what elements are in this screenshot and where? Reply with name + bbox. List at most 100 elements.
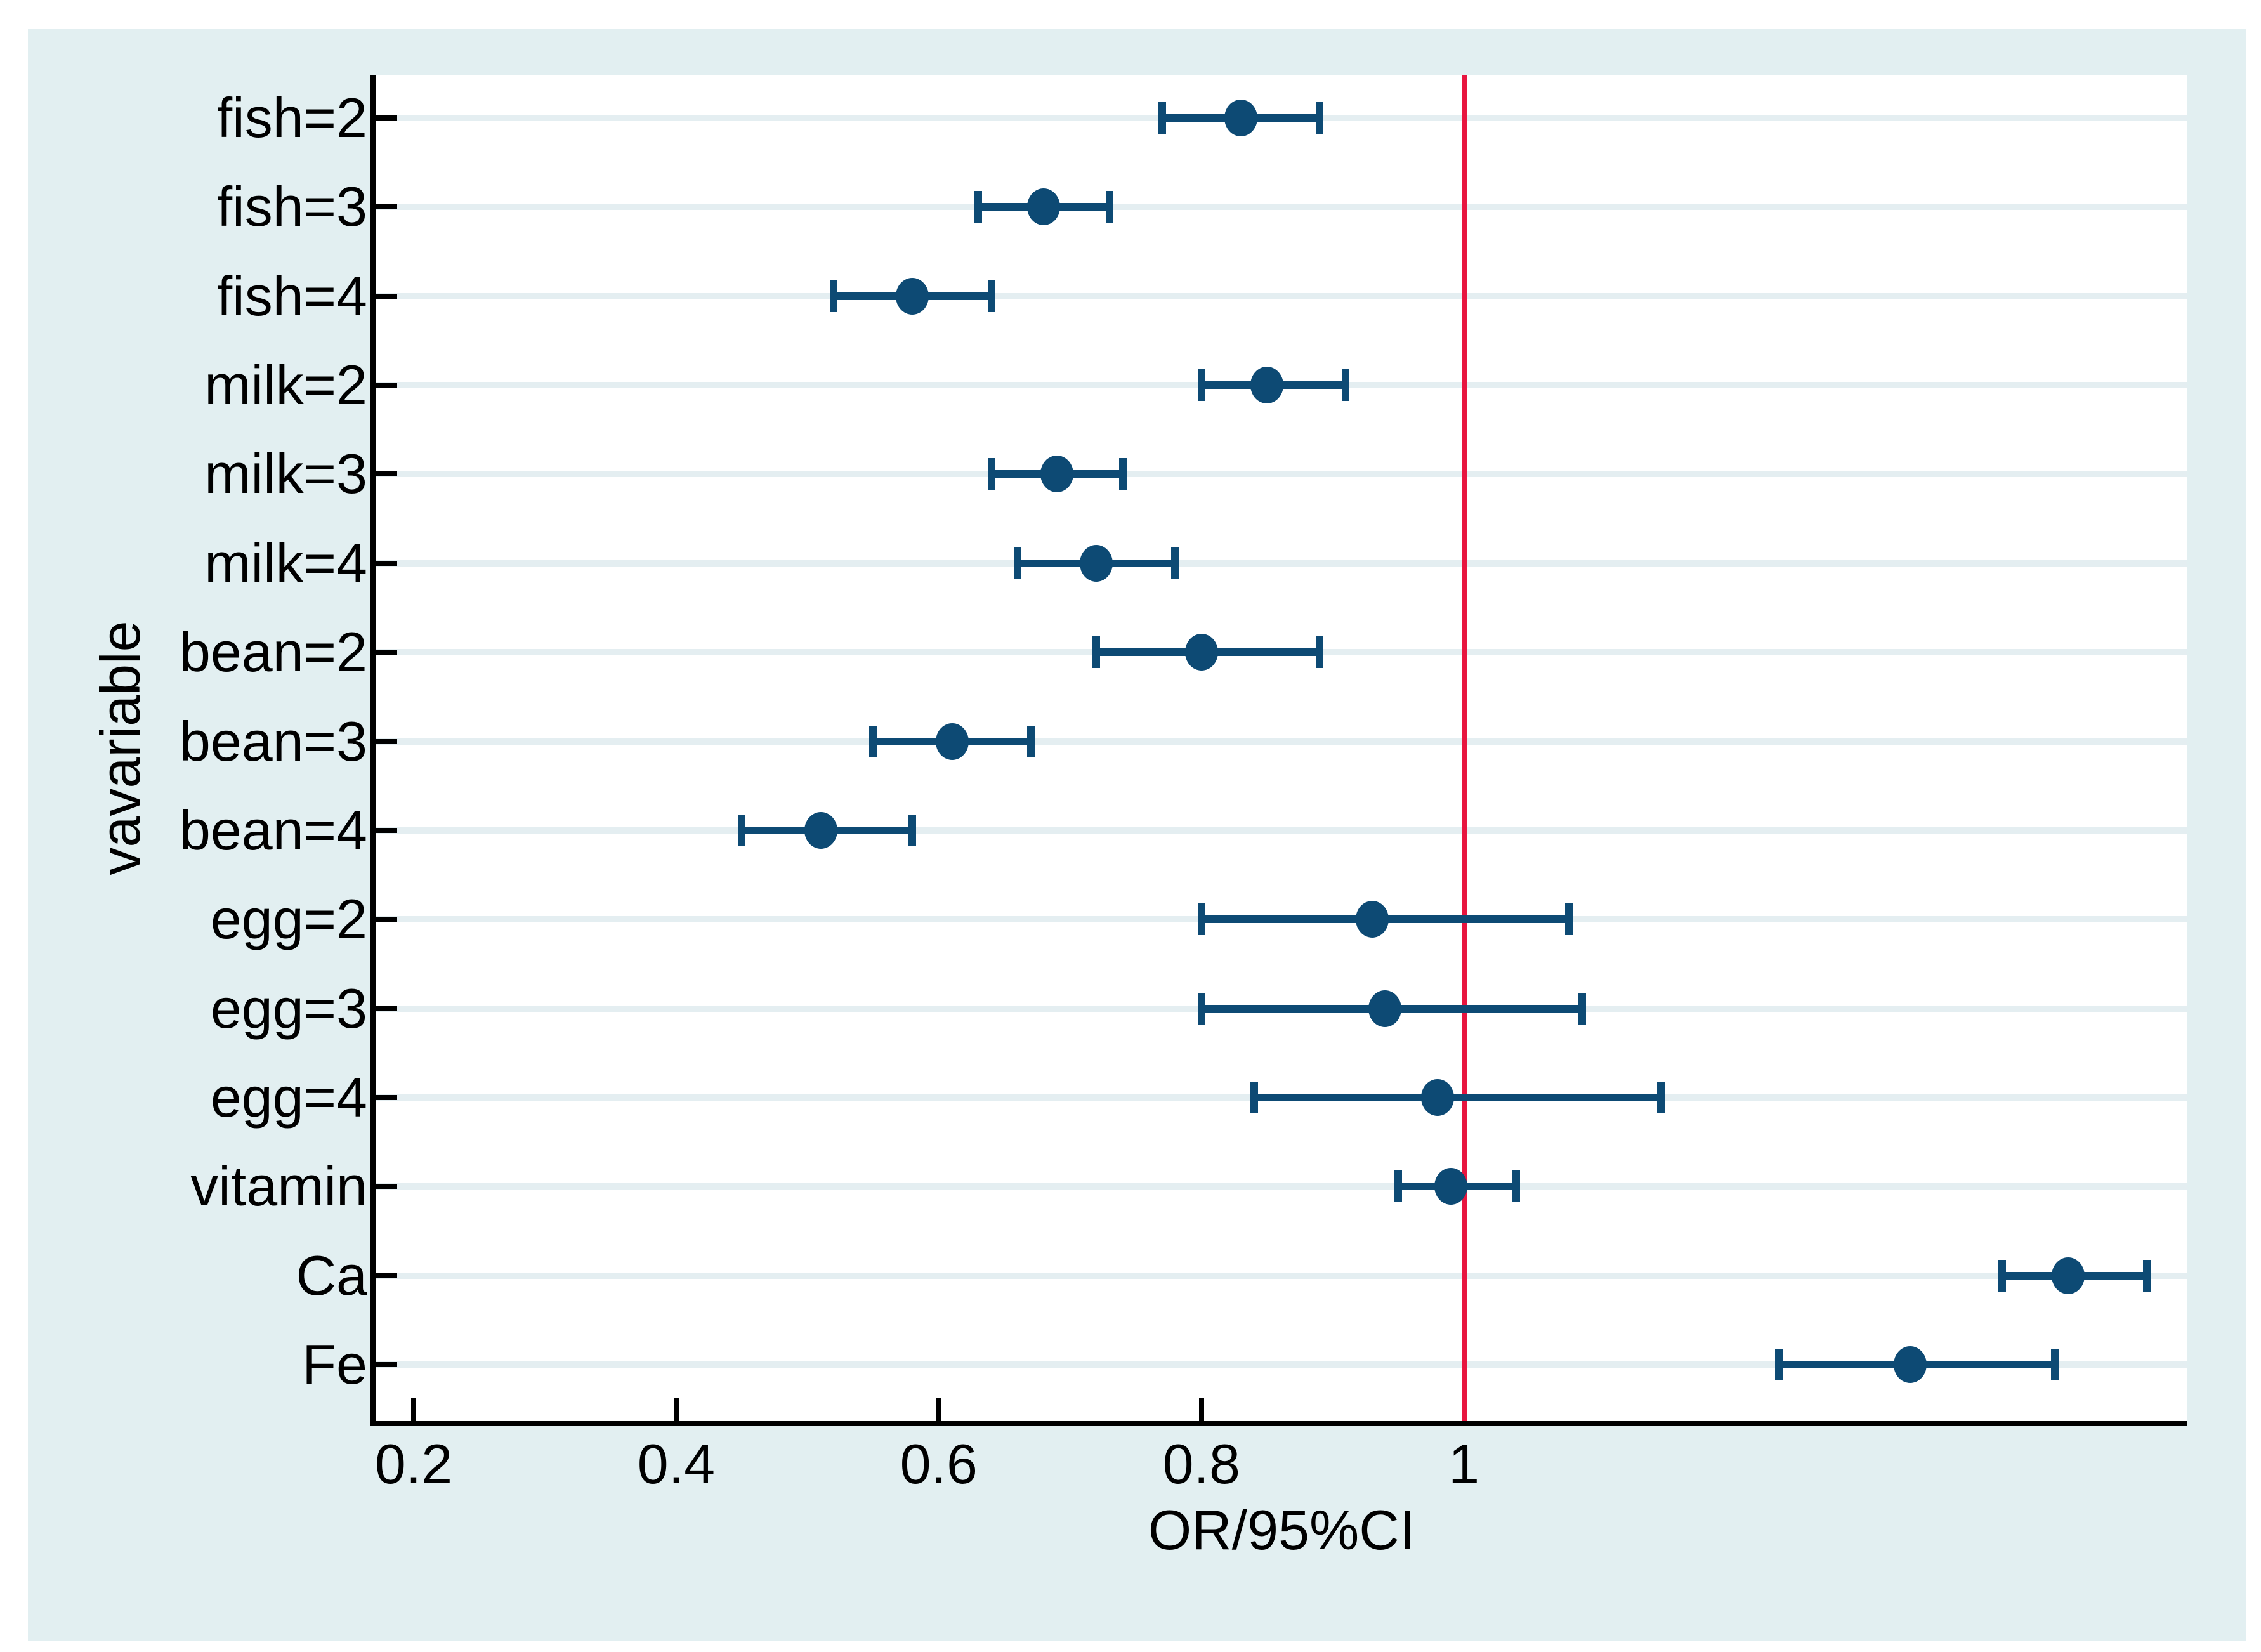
or-marker <box>2051 1257 2085 1294</box>
or-marker <box>1184 634 1218 671</box>
x-axis-line <box>370 1421 2187 1426</box>
ci-cap-right <box>1118 458 1127 490</box>
or-marker <box>1040 456 1074 493</box>
ci-cap-right <box>1105 191 1113 223</box>
or-marker <box>896 277 929 315</box>
gridline <box>376 1361 2187 1368</box>
ci-cap-left <box>1197 903 1205 936</box>
ci-cap-right <box>1171 547 1179 579</box>
plot-area <box>376 75 2187 1421</box>
ci-cap-left <box>1775 1349 1783 1381</box>
y-axis-tick <box>376 917 397 922</box>
y-axis-tick <box>376 650 397 655</box>
ci-line <box>1254 1093 1661 1101</box>
category-label-fish-3: fish=3 <box>216 175 367 239</box>
y-axis-tick <box>376 738 397 744</box>
or-marker <box>1421 1078 1455 1116</box>
y-axis-tick <box>376 1094 397 1100</box>
category-label-fe: Fe <box>302 1333 367 1396</box>
x-tick-label-0.6: 0.6 <box>900 1432 978 1495</box>
or-marker <box>804 811 837 849</box>
ci-cap-left <box>1250 1081 1258 1113</box>
category-label-ca: Ca <box>296 1243 368 1307</box>
figure-panel: vavariable OR/95%CI fish=2 fish=3 fish=4 mi… <box>28 29 2246 1641</box>
category-label-vitamin: vitamin <box>190 1155 367 1218</box>
ci-cap-right <box>987 280 995 312</box>
x-axis-tick <box>411 1398 417 1421</box>
ci-cap-right <box>1342 369 1350 402</box>
category-label-fish-2: fish=2 <box>216 86 367 149</box>
x-axis-tick <box>936 1398 941 1421</box>
ci-cap-left <box>1197 992 1205 1025</box>
ci-cap-left <box>1394 1170 1403 1203</box>
y-axis-tick <box>376 383 397 388</box>
ci-cap-left <box>738 814 746 846</box>
or-marker <box>1224 100 1257 136</box>
gridline <box>376 204 2187 211</box>
x-tick-label-0.2: 0.2 <box>374 1432 453 1495</box>
ci-cap-left <box>1998 1259 2007 1292</box>
or-marker <box>1434 1168 1467 1205</box>
ci-cap-left <box>1158 102 1166 134</box>
ci-cap-right <box>1316 636 1324 669</box>
y-axis-tick <box>376 471 397 477</box>
or-marker <box>1080 544 1113 582</box>
x-axis-tick <box>1198 1398 1204 1421</box>
category-label-egg-2: egg=2 <box>210 888 367 951</box>
gridline <box>376 827 2187 834</box>
x-tick-label-0.4: 0.4 <box>637 1432 716 1495</box>
ci-cap-left <box>869 725 877 757</box>
ci-cap-right <box>2142 1259 2151 1292</box>
gridline <box>376 560 2187 567</box>
y-axis-tick <box>376 115 397 121</box>
or-marker <box>1027 188 1061 226</box>
ci-cap-right <box>1512 1170 1521 1203</box>
y-axis-tick <box>376 1273 397 1278</box>
ci-cap-right <box>1316 102 1324 134</box>
category-label-milk-3: milk=3 <box>204 442 367 506</box>
gridline <box>376 738 2187 745</box>
category-label-egg-4: egg=4 <box>210 1065 367 1129</box>
x-axis-title: OR/95%CI <box>1148 1498 1415 1561</box>
ci-cap-right <box>1565 903 1573 936</box>
y-axis-tick <box>376 204 397 210</box>
gridline <box>376 1183 2187 1190</box>
category-label-milk-2: milk=2 <box>204 353 367 417</box>
category-label-bean-3: bean=3 <box>179 709 367 773</box>
ci-cap-right <box>2050 1349 2059 1381</box>
ci-cap-right <box>1026 725 1035 757</box>
or-marker <box>1894 1346 1927 1384</box>
or-marker <box>1250 367 1284 404</box>
ci-cap-right <box>1657 1081 1665 1113</box>
gridline <box>376 471 2187 478</box>
category-label-egg-3: egg=3 <box>210 976 367 1040</box>
category-label-milk-4: milk=4 <box>204 531 367 594</box>
y-axis-tick <box>376 293 397 299</box>
x-tick-label-0.8: 0.8 <box>1162 1432 1240 1495</box>
or-marker <box>1368 990 1402 1027</box>
ci-cap-left <box>987 458 995 490</box>
ci-cap-right <box>908 814 917 846</box>
reference-line <box>1461 75 1467 1421</box>
x-tick-label-1: 1 <box>1448 1432 1480 1495</box>
y-axis-tick <box>376 1184 397 1190</box>
category-label-fish-4: fish=4 <box>216 264 367 327</box>
category-label-bean-2: bean=2 <box>179 620 367 684</box>
y-axis-tick <box>376 1006 397 1011</box>
x-axis-tick <box>673 1398 679 1421</box>
gridline <box>376 1272 2187 1279</box>
y-axis-tick <box>376 560 397 566</box>
ci-cap-left <box>830 280 838 312</box>
ci-cap-left <box>1014 547 1022 579</box>
ci-cap-right <box>1578 992 1586 1025</box>
ci-cap-left <box>1197 369 1205 402</box>
category-label-bean-4: bean=4 <box>179 798 367 862</box>
gridline <box>376 292 2187 299</box>
or-marker <box>1355 901 1389 938</box>
y-axis-line <box>370 75 376 1426</box>
y-axis-tick <box>376 827 397 833</box>
ci-cap-left <box>1092 636 1101 669</box>
ci-cap-left <box>974 191 982 223</box>
y-axis-tick <box>376 1362 397 1368</box>
